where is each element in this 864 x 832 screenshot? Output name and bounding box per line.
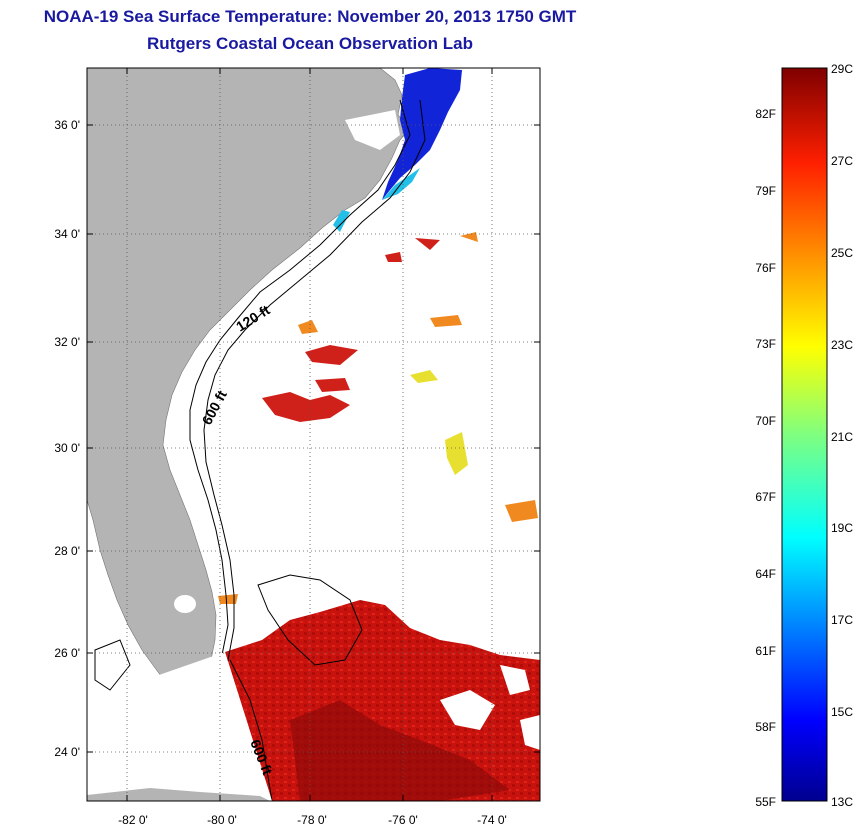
lon-label-76: -76 0' <box>388 813 418 827</box>
cbar-f-61: 61F <box>755 644 776 658</box>
cloud-gap-3 <box>520 715 540 750</box>
contour-south <box>229 659 273 801</box>
land-cuba-edge <box>87 788 270 801</box>
cbar-f-73: 73F <box>755 337 776 351</box>
land-mainland <box>87 68 411 694</box>
cbar-c-23: 23C <box>831 338 853 352</box>
cbar-f-55: 55F <box>755 795 776 809</box>
cbar-f-58: 58F <box>755 720 776 734</box>
pamlico-sound <box>345 110 400 150</box>
colorbar-celsius-labels: 29C 27C 25C 23C 21C 19C 17C 15C 13C <box>831 62 853 809</box>
cbar-f-82: 82F <box>755 107 776 121</box>
cbar-f-76: 76F <box>755 261 776 275</box>
longitude-labels: -82 0' -80 0' -78 0' -76 0' -74 0' <box>118 813 507 827</box>
lake-okeechobee <box>174 595 196 613</box>
sst-cool-patch <box>333 210 350 232</box>
sst-yellow-patches <box>410 370 468 475</box>
cbar-c-21: 21C <box>831 430 853 444</box>
nodata-swath-wedge <box>87 652 272 801</box>
map-plot-area: 120 ft 600 ft 600 ft <box>87 68 540 801</box>
cbar-c-19: 19C <box>831 521 853 535</box>
cloud-gap-2 <box>500 665 530 695</box>
cbar-c-25: 25C <box>831 246 853 260</box>
latitude-labels: 36 0' 34 0' 32 0' 30 0' 28 0' 26 0' 24 0… <box>54 118 80 759</box>
lat-label-30: 30 0' <box>54 441 80 455</box>
colorbar: 82F 79F 76F 73F 70F 67F 64F 61F 58F 55F … <box>755 62 853 809</box>
lon-label-78: -78 0' <box>297 813 327 827</box>
axis-ticks <box>87 68 540 801</box>
lon-label-80: -80 0' <box>207 813 237 827</box>
lat-label-34: 34 0' <box>54 227 80 241</box>
lat-label-26: 26 0' <box>54 646 80 660</box>
cbar-f-70: 70F <box>755 414 776 428</box>
lon-label-74: -74 0' <box>477 813 507 827</box>
lat-label-24: 24 0' <box>54 745 80 759</box>
map-frame <box>86 67 541 802</box>
cbar-f-79: 79F <box>755 184 776 198</box>
contour-bahamas <box>257 574 363 666</box>
cbar-c-15: 15C <box>831 705 853 719</box>
colorbar-fahrenheit-labels: 82F 79F 76F 73F 70F 67F 64F 61F 58F 55F <box>755 107 776 809</box>
map-title: NOAA-19 Sea Surface Temperature: Novembe… <box>43 7 577 26</box>
sst-warmest-band <box>290 700 510 801</box>
cbar-f-67: 67F <box>755 490 776 504</box>
colorbar-gradient <box>781 67 828 802</box>
lat-label-36: 36 0' <box>54 118 80 132</box>
contour-120ft <box>189 99 411 696</box>
contour-west <box>94 639 131 691</box>
sst-cold-region <box>382 68 462 200</box>
sst-scattered-patches <box>262 238 440 422</box>
contour-600ft <box>203 99 426 691</box>
cloud-gap-1 <box>440 690 495 730</box>
lon-label-82: -82 0' <box>118 813 148 827</box>
cbar-c-17: 17C <box>831 613 853 627</box>
cbar-f-64: 64F <box>755 567 776 581</box>
map-subtitle: Rutgers Coastal Ocean Observation Lab <box>147 34 473 53</box>
lat-label-28: 28 0' <box>54 544 80 558</box>
cbar-c-13: 13C <box>831 795 853 809</box>
cbar-c-29: 29C <box>831 62 853 76</box>
lat-label-32: 32 0' <box>54 335 80 349</box>
cbar-c-27: 27C <box>831 154 853 168</box>
sst-orange-patches <box>218 232 538 604</box>
